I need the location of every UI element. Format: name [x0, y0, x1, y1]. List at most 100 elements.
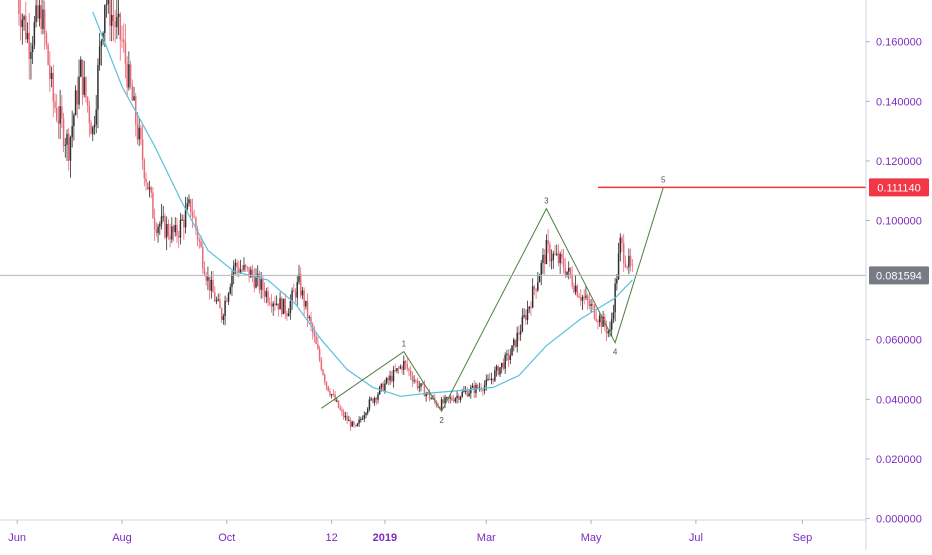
- candle: [398, 366, 400, 374]
- candle: [188, 195, 190, 207]
- candle-body: [73, 115, 75, 126]
- candle-body: [262, 279, 264, 290]
- candle-body: [580, 298, 582, 301]
- candle: [527, 301, 529, 325]
- candle-body: [522, 317, 524, 332]
- candle: [108, 0, 110, 14]
- candle: [348, 416, 350, 421]
- candle: [357, 423, 359, 427]
- candle-body: [75, 90, 77, 115]
- candle: [116, 0, 118, 39]
- candle-body: [451, 398, 453, 400]
- candle-body: [59, 106, 61, 123]
- candle-body: [470, 388, 472, 394]
- candle-body: [348, 420, 350, 421]
- x-tick-label: 12: [325, 532, 337, 544]
- candle-body: [138, 128, 140, 140]
- candle: [212, 271, 214, 293]
- candle: [87, 96, 89, 112]
- candle: [95, 95, 97, 133]
- candle: [42, 0, 44, 34]
- candle: [547, 229, 549, 253]
- candle: [327, 386, 329, 392]
- candle-body: [82, 60, 84, 95]
- candle: [120, 12, 122, 61]
- candle-body: [386, 378, 388, 384]
- candle-body: [458, 396, 460, 400]
- candle-body: [214, 292, 216, 301]
- candle: [386, 377, 388, 385]
- candle: [516, 327, 518, 353]
- candle: [578, 293, 580, 298]
- candle-body: [613, 312, 615, 319]
- candle-body: [104, 5, 106, 33]
- candle: [126, 56, 128, 97]
- candle: [25, 2, 27, 43]
- candle-body: [34, 22, 36, 45]
- candle-body: [145, 179, 147, 183]
- candle: [482, 389, 484, 396]
- candle: [209, 277, 211, 300]
- y-tick-label: 0.140000: [876, 96, 922, 108]
- candle: [142, 125, 144, 170]
- candle: [419, 381, 421, 392]
- candle: [297, 276, 299, 305]
- candle: [614, 278, 616, 322]
- candle: [443, 396, 445, 405]
- candle-body: [616, 279, 618, 283]
- candle-body: [212, 280, 214, 292]
- wave-label-5: 5: [661, 176, 666, 185]
- candle-body: [333, 394, 335, 395]
- candle-body: [274, 304, 276, 305]
- candle: [260, 272, 262, 299]
- candle: [563, 249, 565, 274]
- candle: [303, 287, 305, 315]
- candle-body: [77, 90, 79, 104]
- candle: [224, 296, 226, 326]
- candle-body: [66, 134, 68, 145]
- candle: [181, 214, 183, 221]
- candle: [135, 93, 137, 136]
- candle: [300, 267, 302, 298]
- candle: [231, 271, 233, 296]
- candle-body: [123, 40, 125, 43]
- candle: [221, 307, 223, 323]
- candle: [187, 197, 189, 210]
- candle-body: [398, 368, 400, 369]
- candle-body: [137, 125, 139, 140]
- candle-body: [190, 199, 192, 212]
- candle: [628, 248, 630, 274]
- candle-body: [284, 299, 286, 313]
- candle: [420, 383, 422, 391]
- candle-body: [503, 363, 505, 369]
- candle: [240, 260, 242, 274]
- y-tick-label: 0.120000: [876, 156, 922, 168]
- candle-body: [626, 267, 628, 268]
- candle-body: [322, 370, 324, 375]
- candle-body: [254, 276, 256, 287]
- candle: [566, 271, 568, 277]
- candle: [92, 126, 94, 141]
- candle-body: [381, 384, 383, 387]
- candle: [18, 0, 20, 26]
- candle: [168, 219, 170, 239]
- candle-body: [563, 258, 565, 268]
- candle-body: [553, 254, 555, 260]
- candle: [582, 295, 584, 310]
- candle: [195, 216, 197, 235]
- candle: [90, 120, 92, 134]
- candle-body: [499, 367, 501, 374]
- candle-body: [314, 333, 316, 337]
- candle: [324, 373, 326, 385]
- candle-body: [205, 275, 207, 280]
- candle-body: [575, 286, 577, 292]
- candle: [65, 138, 67, 158]
- candle-body: [549, 244, 551, 261]
- candle: [573, 283, 575, 294]
- candle-body: [267, 291, 269, 302]
- candle-body: [264, 290, 266, 297]
- candle: [510, 349, 512, 365]
- candle: [254, 268, 256, 292]
- candle-body: [558, 254, 560, 264]
- wave-label-2: 2: [439, 416, 444, 425]
